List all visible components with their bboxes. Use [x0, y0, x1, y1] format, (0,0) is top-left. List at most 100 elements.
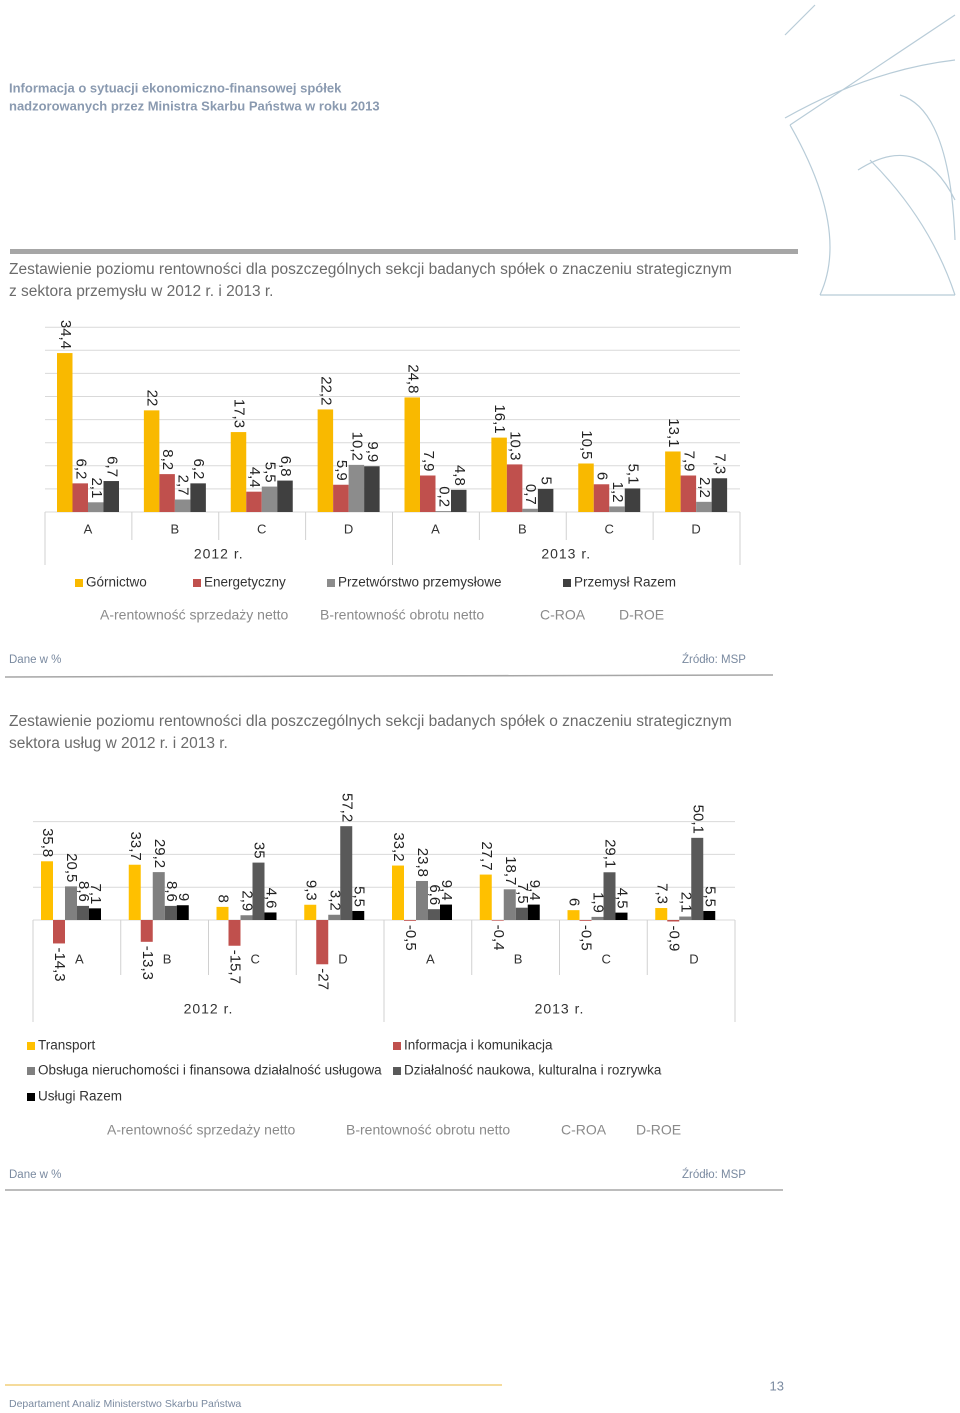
abbreviation: C-ROA	[540, 607, 586, 623]
data-label: 10,5	[578, 430, 595, 459]
chart-title: Zestawienie poziomu rentowności dla posz…	[9, 713, 732, 730]
decoration	[784, 4, 956, 296]
bar	[579, 920, 592, 921]
x-tick-label: D	[338, 951, 348, 966]
data-label: -15,7	[227, 950, 244, 984]
bar	[264, 912, 277, 920]
data-label: 4,5	[614, 888, 631, 909]
data-label: 7,9	[420, 451, 437, 472]
chart-title: Zestawienie poziomu rentowności dla posz…	[9, 261, 732, 278]
data-label: 33,2	[390, 832, 407, 861]
abbreviation: D-ROE	[619, 607, 664, 623]
source-note: Źródło: MSP	[682, 653, 746, 666]
header-line: Informacja o sytuacji ekonomiczno-finans…	[9, 80, 342, 95]
data-label: 6,2	[190, 458, 207, 479]
group-label: 2013 r.	[541, 546, 591, 562]
data-label: 7,1	[87, 883, 104, 904]
bar	[578, 463, 594, 512]
data-label: 1,9	[590, 892, 607, 913]
data-label: 7,3	[653, 883, 670, 904]
bar	[159, 474, 175, 512]
data-label: 4,4	[246, 467, 263, 488]
bar	[328, 914, 341, 920]
data-label: -13,3	[139, 946, 156, 980]
bar	[593, 484, 610, 512]
bar	[655, 908, 668, 920]
separator	[10, 249, 798, 254]
bar	[591, 916, 604, 920]
bar	[522, 508, 538, 512]
bar	[57, 353, 73, 512]
legend-label: Usługi Razem	[38, 1089, 122, 1104]
data-label: 7,3	[711, 453, 728, 474]
x-tick-label: B	[163, 951, 173, 966]
abbreviation: C-ROA	[561, 1122, 607, 1138]
x-tick-label: D	[691, 521, 701, 536]
x-tick-label: D	[689, 951, 699, 966]
legend-label: Informacja i komunikacja	[404, 1038, 553, 1053]
abbreviation: D-ROE	[636, 1122, 681, 1138]
x-tick-label: C	[602, 951, 612, 966]
bar	[317, 409, 334, 512]
bar	[506, 464, 523, 512]
bar	[624, 488, 641, 512]
source-note: Źródło: MSP	[682, 1168, 746, 1181]
data-label: 50,1	[689, 805, 706, 834]
data-label: 8,6	[75, 881, 92, 902]
bar	[703, 910, 716, 920]
legend-label: Transport	[38, 1038, 96, 1053]
x-tick-label: D	[344, 521, 354, 536]
data-label: 6	[566, 898, 583, 906]
bar	[428, 909, 440, 920]
bar	[348, 464, 365, 512]
data-label: -0,5	[402, 925, 419, 951]
x-tick-label: C	[251, 951, 261, 966]
bar	[609, 506, 625, 512]
x-tick-label: B	[514, 951, 524, 966]
bar	[216, 906, 229, 920]
data-label: 4,8	[451, 465, 468, 486]
data-label: 9,4	[438, 880, 455, 901]
data-label: 5	[538, 477, 555, 485]
data-label: 5,1	[625, 464, 642, 485]
bar	[277, 480, 293, 512]
legend-label: Energetyczny	[204, 575, 286, 590]
x-tick-label: A	[75, 951, 85, 966]
bar	[53, 920, 65, 944]
legend-swatch	[393, 1067, 401, 1075]
legend-swatch	[563, 579, 571, 587]
data-label: 2,2	[696, 477, 713, 498]
bar	[515, 907, 528, 920]
data-label: 10,3	[507, 431, 524, 460]
data-label: 22,2	[317, 376, 334, 405]
bar	[164, 905, 177, 920]
bar	[665, 451, 681, 512]
legend-swatch	[27, 1042, 35, 1050]
bar	[491, 920, 504, 921]
data-label: 29,1	[602, 839, 619, 868]
legend-label: Przetwórstwo przemysłowe	[338, 575, 502, 590]
data-label: 9,4	[526, 880, 543, 901]
data-label: 5,5	[262, 462, 279, 483]
bar	[128, 864, 141, 920]
data-label: 0,2	[435, 486, 452, 507]
legend-label: Obsługa nieruchomości i finansowa działa…	[38, 1063, 382, 1078]
abbreviation: B-rentowność obrotu netto	[346, 1122, 510, 1138]
bar	[679, 916, 692, 920]
data-label: 20,5	[63, 853, 80, 882]
data-label: 2,9	[239, 890, 256, 911]
abbreviation: A-rentowność sprzedaży netto	[100, 607, 289, 623]
bar	[333, 484, 349, 512]
data-label: 2,1	[88, 477, 105, 498]
bar	[416, 880, 428, 920]
bar	[103, 481, 119, 512]
bar	[440, 904, 452, 920]
data-label: 57,2	[338, 793, 355, 822]
legend-swatch	[193, 579, 201, 587]
data-label: 5,5	[350, 886, 367, 907]
data-label: 5,5	[701, 886, 718, 907]
data-label: 34,4	[57, 320, 74, 349]
bar	[340, 826, 353, 920]
